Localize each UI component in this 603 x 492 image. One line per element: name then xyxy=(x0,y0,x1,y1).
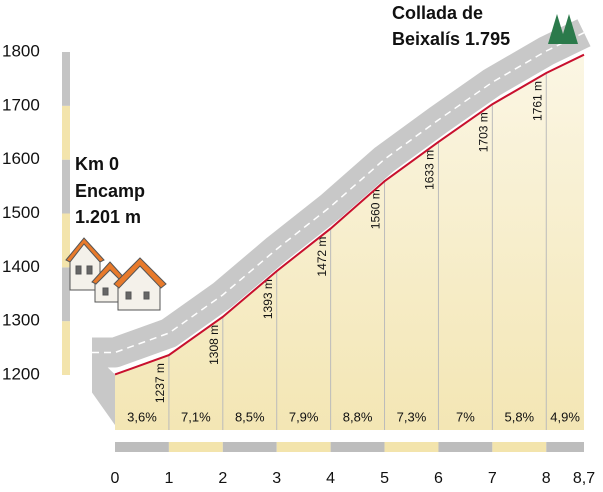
gradient-label: 3,6% xyxy=(127,409,157,424)
x-axis-band xyxy=(330,442,385,452)
gradient-label: 5,8% xyxy=(504,409,534,424)
annotation: Collada de xyxy=(392,3,483,23)
y-axis-band xyxy=(62,267,70,322)
gradient-label: 7,3% xyxy=(397,409,427,424)
x-tick-label: 6 xyxy=(434,470,443,487)
elevation-label: 1703 m xyxy=(477,112,491,152)
elevation-label: 1237 m xyxy=(153,363,167,403)
profile-area xyxy=(115,54,584,431)
houses-icon xyxy=(65,237,167,311)
gradient-label: 7,9% xyxy=(289,409,319,424)
annotation: Beixalís 1.795 xyxy=(392,29,510,49)
annotation: Encamp xyxy=(75,181,145,201)
elevation-label: 1761 m xyxy=(530,81,544,121)
elevation-label: 1633 m xyxy=(423,150,437,190)
gradient-label: 8,8% xyxy=(343,409,373,424)
y-axis-band xyxy=(62,213,70,268)
elevation-label: 1308 m xyxy=(207,325,221,365)
x-tick-label: 5 xyxy=(380,470,389,487)
x-axis-band xyxy=(276,442,331,452)
y-axis-band xyxy=(62,105,70,160)
y-tick-label: 1800 xyxy=(2,41,40,60)
x-axis-band xyxy=(222,442,277,452)
road-side xyxy=(92,352,115,425)
gradient-label: 4,9% xyxy=(550,409,580,424)
y-tick-label: 1500 xyxy=(2,203,40,222)
background-layer xyxy=(62,19,591,425)
x-axis-band xyxy=(168,442,223,452)
y-tick-label: 1600 xyxy=(2,149,40,168)
y-axis-band xyxy=(62,321,70,375)
x-tick-label: 8 xyxy=(542,470,551,487)
road-center-line xyxy=(92,32,585,354)
y-tick-label: 1300 xyxy=(2,311,40,330)
trees-icon xyxy=(548,14,578,44)
x-axis-band xyxy=(115,442,169,452)
x-axis-band xyxy=(438,442,493,452)
y-tick-label: 1200 xyxy=(2,364,40,383)
profile-line xyxy=(114,53,585,376)
x-tick-label: 4 xyxy=(326,470,335,487)
x-tick-label: 7 xyxy=(488,470,497,487)
x-tick-label: 2 xyxy=(218,470,227,487)
y-tick-label: 1400 xyxy=(2,257,40,276)
x-tick-label: 8,7 xyxy=(573,470,595,487)
annotation: Km 0 xyxy=(75,154,119,174)
y-tick-label: 1700 xyxy=(2,95,40,114)
elevation-label: 1393 m xyxy=(261,279,275,319)
gradient-label: 7,1% xyxy=(181,409,211,424)
y-axis-band xyxy=(62,159,70,214)
gradient-label: 8,5% xyxy=(235,409,265,424)
x-axis-band xyxy=(384,442,439,452)
x-tick-label: 3 xyxy=(272,470,281,487)
x-tick-label: 0 xyxy=(111,470,120,487)
gradient-label: 7% xyxy=(456,409,475,424)
elevation-label: 1560 m xyxy=(369,189,383,229)
elevation-label: 1472 m xyxy=(315,237,329,277)
y-axis-band xyxy=(62,52,70,106)
x-tick-label: 1 xyxy=(164,470,173,487)
x-axis-band xyxy=(546,442,584,452)
annotation: 1.201 m xyxy=(75,207,141,227)
x-axis-band xyxy=(492,442,547,452)
